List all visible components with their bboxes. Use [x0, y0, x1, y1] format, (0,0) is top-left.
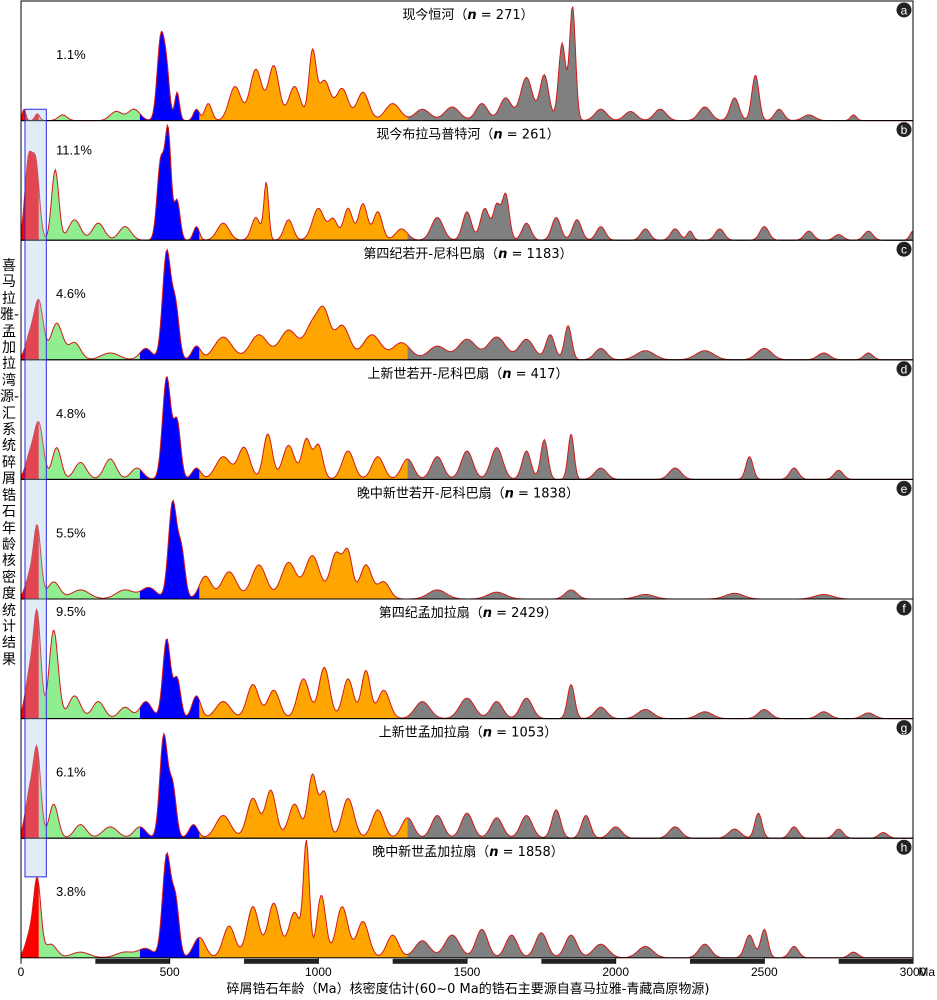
- panel-letter-d: d: [901, 362, 908, 376]
- y-axis-title: 喜马拉雅-孟加拉湾源-汇系统碎屑锆石年龄核密度统计结果: [0, 258, 20, 668]
- band-h-3: [199, 840, 408, 958]
- panel-e: 晚中新世若开-尼科巴扇（n = 1838） 5.5% e: [20, 478, 914, 600]
- kde-line-f: [20, 607, 913, 720]
- panel-badge-e: [896, 480, 912, 496]
- band-e-0: [21, 524, 39, 599]
- band-h-4: [407, 929, 913, 958]
- panel-letter-b: b: [901, 123, 908, 137]
- panel-h: 晚中新世孟加拉扇（n = 1858） 3.8% h: [20, 837, 914, 959]
- panel-letter-h: h: [901, 841, 908, 855]
- kde-line-a: [20, 6, 913, 122]
- pct-label-g: 6.1%: [56, 765, 86, 780]
- panel-title-b: 现今布拉马普特河（n = 261）: [376, 127, 559, 143]
- band-f-4: [407, 684, 913, 719]
- x-tick-label-3000: 3000: [900, 965, 927, 979]
- panel-letter-e: e: [901, 482, 908, 496]
- band-a-2: [139, 31, 200, 121]
- band-e-1: [38, 532, 140, 599]
- band-c-2: [139, 249, 200, 360]
- panel-letter-f: f: [902, 602, 906, 616]
- x-unit: Ma: [918, 965, 935, 979]
- band-e-2: [139, 500, 200, 599]
- panel-title-f: 第四纪孟加拉扇（n = 2429）: [379, 605, 558, 621]
- pct-label-b: 11.1%: [56, 143, 92, 158]
- x-tick-label-0: 0: [18, 965, 25, 979]
- x-tick-label-2500: 2500: [751, 965, 778, 979]
- pct-label-a: 1.1%: [56, 47, 86, 62]
- panel-title-a: 现今恒河（n = 271）: [402, 7, 533, 23]
- band-c-3: [199, 306, 408, 360]
- pct-label-c: 4.6%: [56, 286, 86, 301]
- pct-label-f: 9.5%: [56, 604, 86, 619]
- x-axis-title: 碎屑锆石年龄（Ma）核密度估计(60~0 Ma的锆石主要源自喜马拉雅-青藏高原物…: [226, 981, 709, 997]
- panel-title-g: 上新世孟加拉扇（n = 1053）: [379, 725, 558, 741]
- panel-badge-d: [896, 361, 912, 377]
- band-d-4: [407, 434, 913, 480]
- x-tick-label-1500: 1500: [454, 965, 481, 979]
- panel-badge-g: [896, 720, 912, 736]
- panel-letter-c: c: [901, 243, 907, 257]
- band-b-4: [407, 193, 913, 241]
- band-b-2: [139, 125, 200, 241]
- panel-badge-c: [896, 241, 912, 257]
- panel-badge-a: [896, 2, 912, 18]
- pct-label-d: 4.8%: [56, 406, 86, 421]
- band-a-1: [38, 109, 140, 121]
- band-g-2: [139, 733, 200, 839]
- band-h-1: [38, 885, 140, 958]
- scale-bar-250: [95, 958, 170, 964]
- band-d-3: [199, 434, 408, 480]
- band-b-3: [199, 182, 408, 241]
- band-f-2: [139, 639, 200, 719]
- band-g-3: [199, 774, 408, 839]
- band-d-1: [38, 421, 140, 480]
- panel-letter-g: g: [901, 721, 908, 735]
- panel-d: 上新世若开-尼科巴扇（n = 417） 4.8% d: [20, 359, 914, 480]
- panel-title-c: 第四纪若开-尼科巴扇（n = 1183）: [363, 246, 572, 262]
- pct-label-e: 5.5%: [56, 525, 86, 540]
- band-g-4: [407, 809, 913, 839]
- band-a-3: [199, 48, 408, 121]
- scale-bar-2250: [690, 958, 765, 964]
- panel-letter-a: a: [901, 4, 908, 18]
- panel-g: 上新世孟加拉扇（n = 1053） 6.1% g: [20, 718, 914, 839]
- panel-badge-b: [896, 122, 912, 138]
- x-tick-label-500: 500: [160, 965, 180, 979]
- band-f-3: [199, 667, 408, 719]
- x-tick-label-2000: 2000: [602, 965, 629, 979]
- panel-title-d: 上新世若开-尼科巴扇（n = 417）: [368, 366, 569, 382]
- panel-b: 现今布拉马普特河（n = 261） 11.1% b: [20, 120, 914, 241]
- band-f-1: [38, 623, 140, 719]
- x-tick-label-1000: 1000: [305, 965, 332, 979]
- band-b-1: [38, 169, 140, 241]
- scale-bar-1250: [392, 958, 467, 964]
- kde-line-h: [20, 839, 913, 959]
- band-h-0: [21, 877, 39, 958]
- kde-line-e: [20, 499, 913, 600]
- kde-line-c: [20, 248, 913, 361]
- young-component-envelope: [24, 108, 47, 878]
- panel-c: 第四纪若开-尼科巴扇（n = 1183） 4.6% c: [20, 239, 914, 361]
- band-a-4: [407, 6, 913, 121]
- scale-bar-750: [244, 958, 319, 964]
- panel-badge-f: [896, 600, 912, 616]
- panel-title-e: 晚中新世若开-尼科巴扇（n = 1838）: [357, 485, 579, 501]
- scale-bar-1750: [541, 958, 616, 964]
- band-c-4: [407, 325, 913, 360]
- band-h-2: [139, 852, 200, 958]
- panel-a: 现今恒河（n = 271） 1.1% a: [20, 0, 914, 122]
- band-c-1: [38, 299, 140, 360]
- band-g-1: [38, 759, 140, 839]
- panel-title-h: 晚中新世孟加拉扇（n = 1858）: [372, 844, 564, 860]
- kde-line-g: [20, 732, 913, 839]
- kde-line-b: [20, 123, 914, 241]
- panel-badge-h: [896, 839, 912, 855]
- pct-label-h: 3.8%: [56, 884, 86, 899]
- band-d-2: [139, 376, 200, 480]
- scale-bar-2750: [838, 958, 913, 964]
- panel-f: 第四纪孟加拉扇（n = 2429） 9.5% f: [20, 598, 914, 720]
